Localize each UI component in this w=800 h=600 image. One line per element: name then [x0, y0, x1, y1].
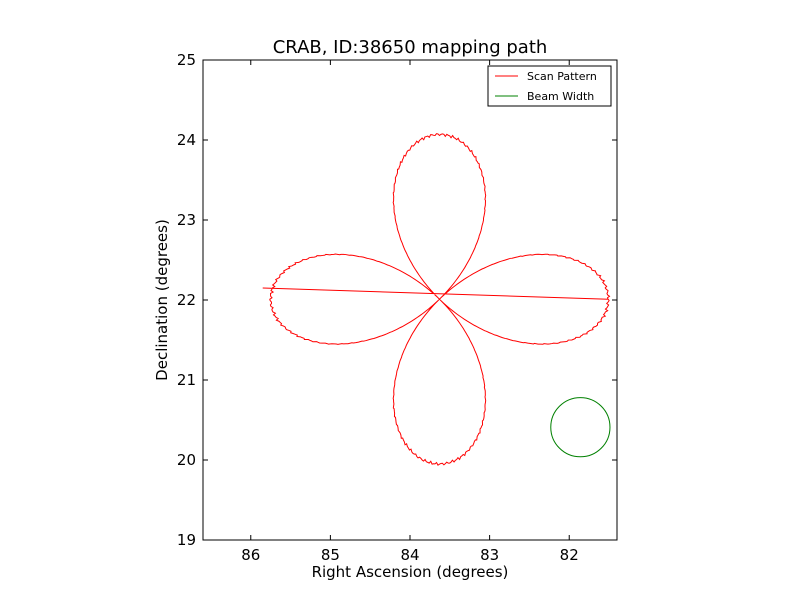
y-tick-label: 21 [177, 371, 196, 389]
y-tick-label: 20 [177, 451, 196, 469]
x-tick-label: 85 [321, 546, 340, 564]
scan-pattern-line [262, 133, 611, 466]
y-tick-label: 22 [177, 291, 196, 309]
legend-box [487, 65, 612, 107]
y-tick-label: 24 [177, 131, 196, 149]
legend-label-scan-pattern: Scan Pattern [527, 70, 597, 83]
x-tick-label: 83 [480, 546, 499, 564]
axes-frame [202, 59, 618, 541]
y-tick-label: 19 [177, 531, 196, 549]
x-tick-label: 86 [241, 546, 260, 564]
x-tick-label: 82 [560, 546, 579, 564]
legend: Scan Pattern Beam Width [487, 65, 612, 107]
y-tick-label: 25 [177, 51, 196, 69]
y-tick-label: 23 [177, 211, 196, 229]
y-axis-label: Declination (degrees) [153, 219, 171, 381]
y-axis-ticks: 19 20 21 22 23 24 25 [177, 51, 617, 549]
plot-area: 86 85 84 83 82 19 20 21 22 23 24 25 [177, 51, 618, 564]
beam-width-circle [550, 397, 611, 458]
x-tick-label: 84 [400, 546, 419, 564]
x-axis-label: Right Ascension (degrees) [312, 563, 509, 581]
x-axis-ticks: 86 85 84 83 82 [241, 60, 579, 564]
legend-label-beam-width: Beam Width [527, 90, 594, 103]
chart-title: CRAB, ID:38650 mapping path [273, 37, 548, 58]
